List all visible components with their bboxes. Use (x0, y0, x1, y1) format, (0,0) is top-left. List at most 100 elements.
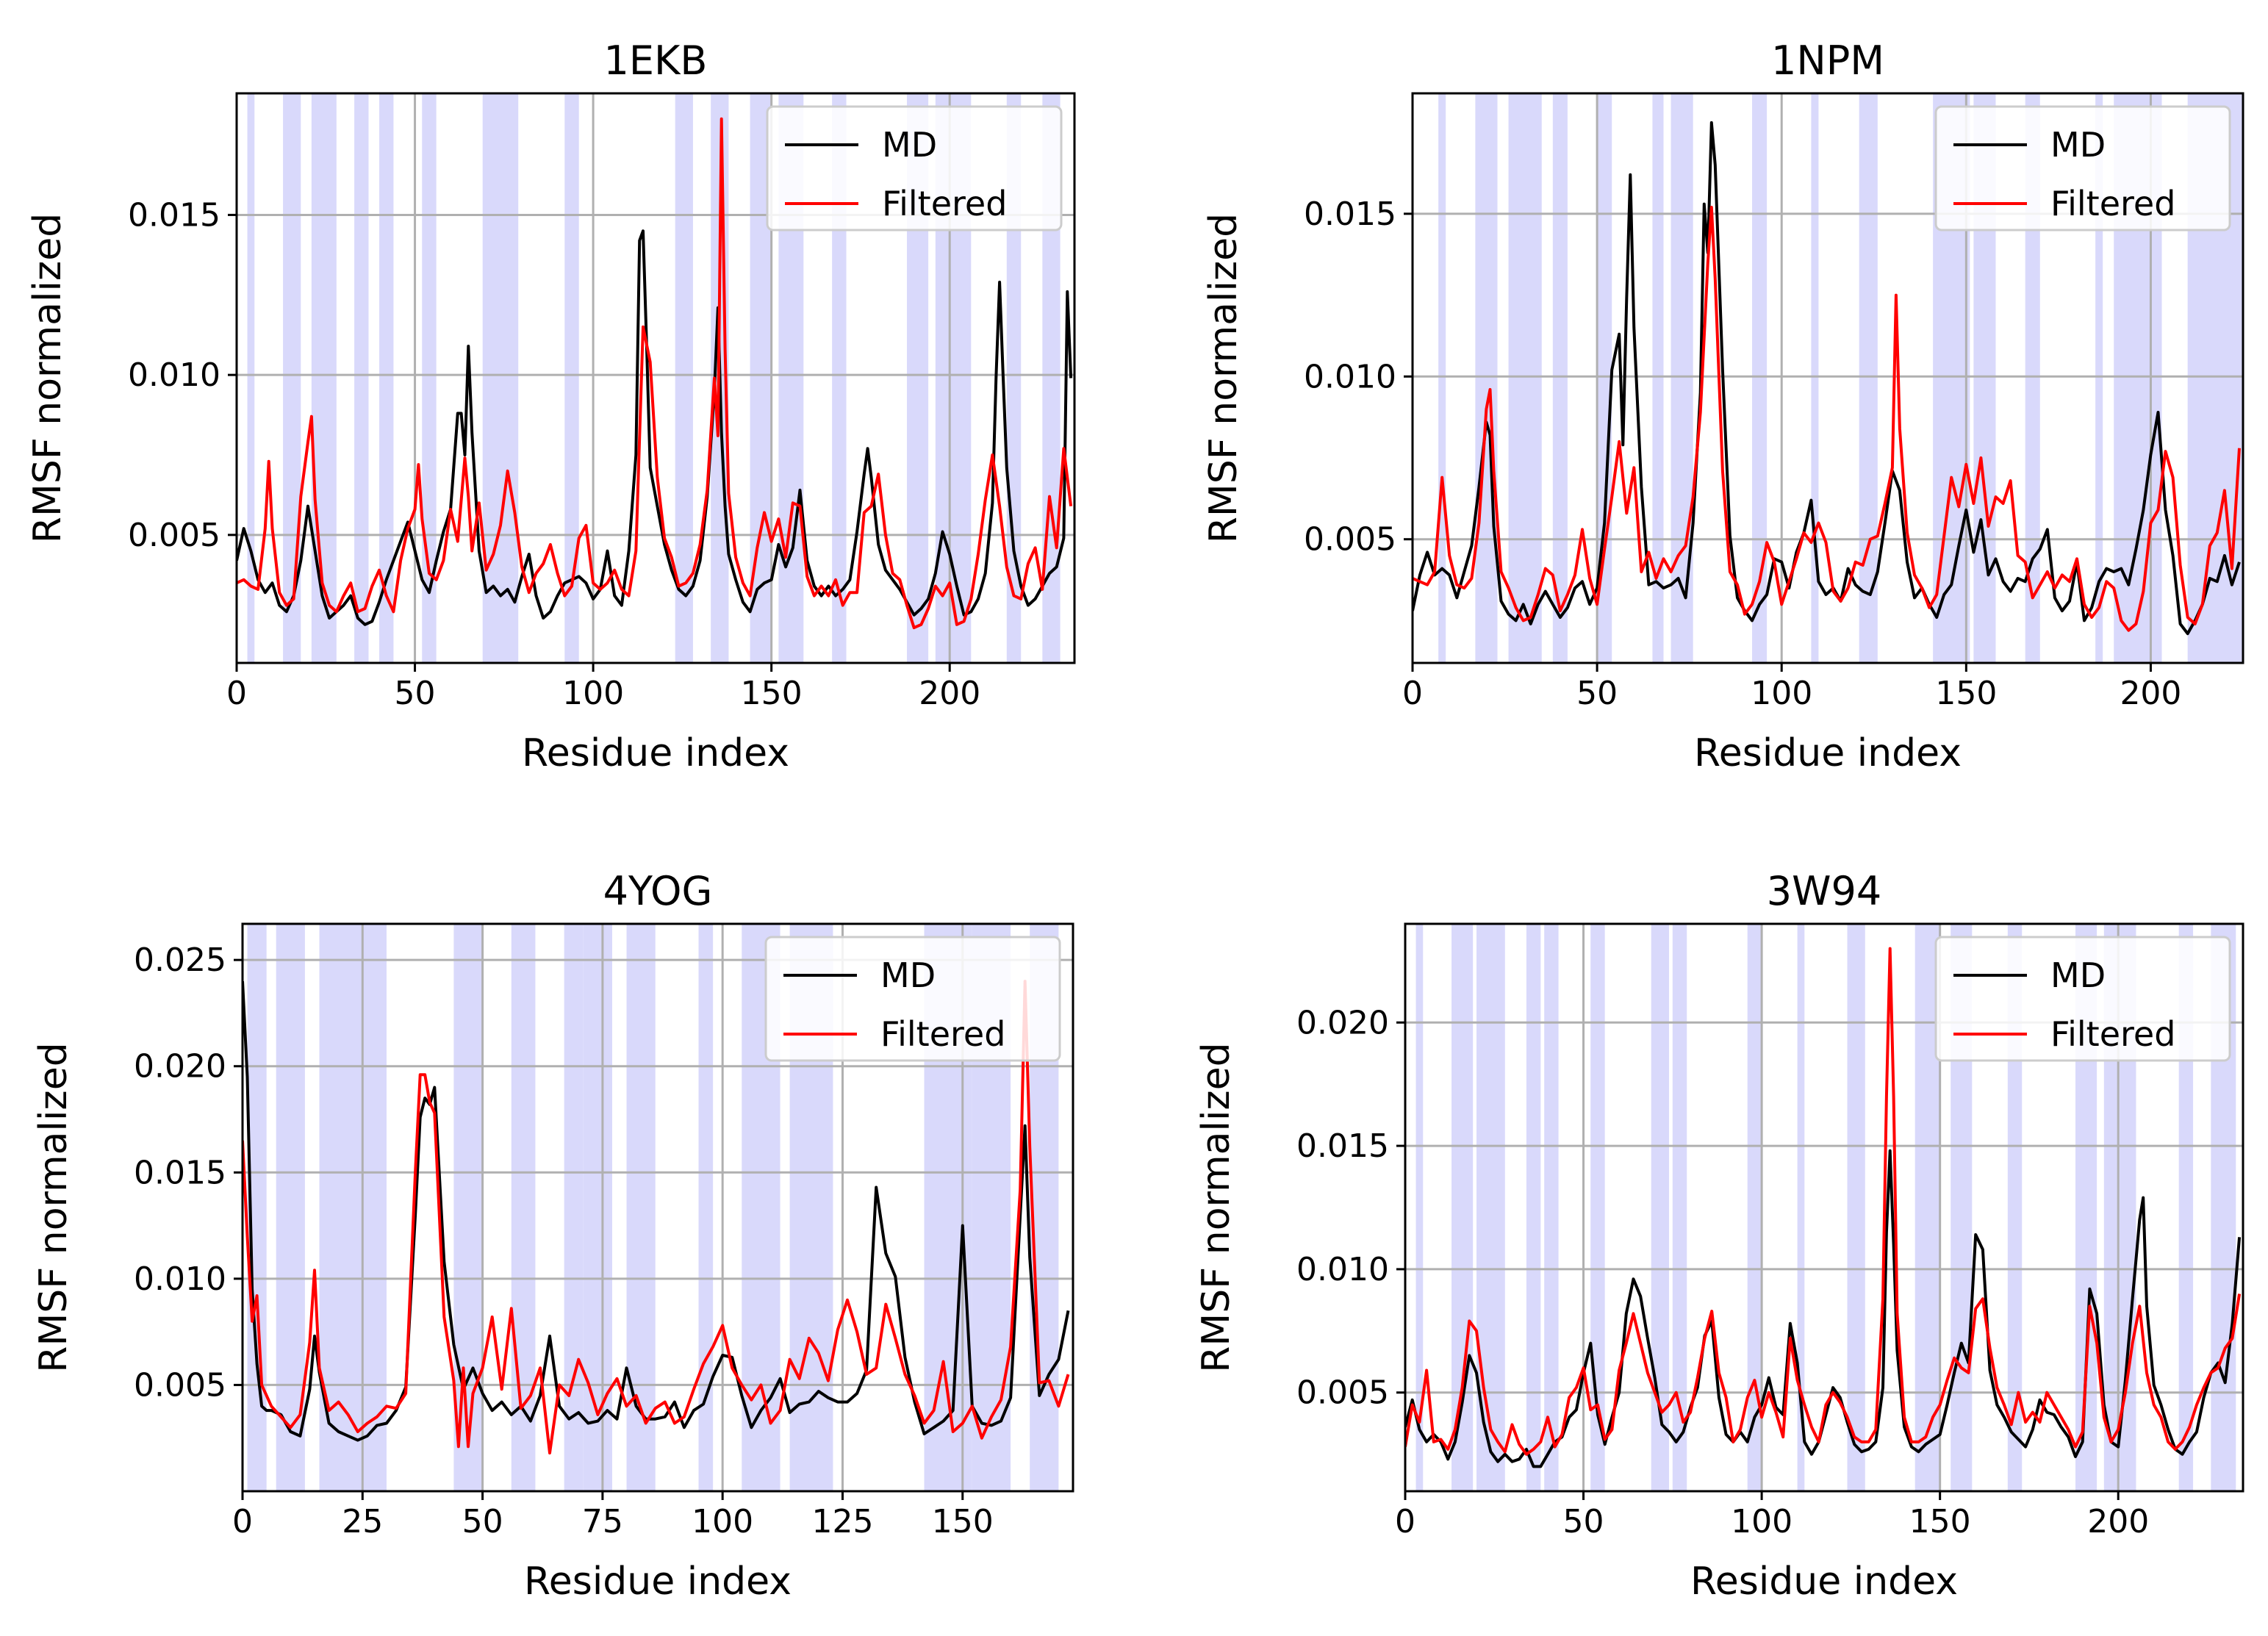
shaded-band (1415, 924, 1424, 1491)
shaded-band (1475, 93, 1498, 663)
shaded-band (354, 93, 369, 663)
legend-label-md: MD (880, 955, 936, 995)
y-tick-label: 0.005 (134, 1366, 226, 1404)
y-axis-label: RMSF normalized (32, 1042, 76, 1372)
legend-box (766, 105, 1063, 232)
axes-frame (241, 922, 1074, 1493)
x-tick-label: 200 (919, 675, 980, 712)
series-line-filtered (1405, 947, 2242, 1456)
shaded-band (564, 93, 579, 663)
shaded-band (1438, 93, 1446, 663)
series-line-filtered (1413, 206, 2241, 632)
legend-label-md: MD (882, 125, 937, 165)
shaded-band (1672, 924, 1687, 1491)
panel-1npm: 0 50 100 150 200 0.005 0.010 0.015 1NPM Residue i… (1202, 37, 2244, 775)
y-tick-label: 0.010 (128, 356, 220, 394)
shaded-band (1652, 93, 1664, 663)
y-tick-label: 0.005 (1296, 1374, 1389, 1412)
x-tick-label: 0 (226, 675, 247, 712)
y-tick-label: 0.010 (134, 1260, 226, 1298)
x-tick-label: 0 (232, 1503, 253, 1540)
chart-title: 4YOG (603, 868, 713, 914)
shaded-band (626, 924, 656, 1491)
legend-box (1934, 936, 2231, 1062)
legend: MD Filtered (1934, 105, 2231, 232)
shaded-band (1526, 924, 1541, 1491)
x-axis-label: Residue index (1690, 1560, 1958, 1604)
shaded-band (1747, 924, 1762, 1491)
shaded-band (276, 924, 305, 1491)
legend-label-filtered: Filtered (880, 1014, 1005, 1054)
x-axis-label: Residue index (522, 731, 789, 775)
panel-4yog: 0 25 50 75 100 125 150 0.005 0.010 0.015 0.020 0.02… (32, 868, 1074, 1604)
y-tick-label: 0.010 (1304, 358, 1396, 395)
chart-title: 3W94 (1767, 868, 1881, 914)
series-line-md (237, 229, 1073, 626)
x-tick-label: 50 (462, 1503, 503, 1540)
legend: MD Filtered (766, 105, 1063, 232)
y-axis-label: RMSF normalized (1202, 213, 1246, 543)
legend-label-md: MD (2050, 955, 2106, 995)
series-line-filtered (243, 980, 1070, 1454)
shaded-band (362, 924, 387, 1491)
y-tick-label: 0.015 (128, 196, 220, 234)
shaded-band (2095, 93, 2103, 663)
shaded-band (2025, 93, 2040, 663)
x-tick-label: 100 (562, 675, 624, 712)
x-tick-label: 150 (1909, 1503, 1971, 1540)
x-tick-label: 100 (692, 1503, 753, 1540)
x-tick-label: 50 (1576, 675, 1618, 712)
plot-area (237, 93, 1074, 663)
legend-label-md: MD (2050, 125, 2106, 165)
legend-label-filtered: Filtered (2050, 184, 2175, 223)
shaded-band (2007, 924, 2023, 1491)
shaded-band (1859, 93, 1878, 663)
y-axis-label: RMSF normalized (1194, 1042, 1238, 1372)
axes-frame (235, 92, 1076, 664)
x-tick-label: 0 (1402, 675, 1423, 712)
shaded-band (422, 93, 437, 663)
panel-1ekb: 0 50 100 150 200 0.005 0.010 0.015 1EKB Residue i… (26, 37, 1076, 775)
x-tick-label: 150 (741, 675, 803, 712)
shaded-band (311, 93, 337, 663)
x-tick-label: 50 (395, 675, 436, 712)
y-tick-label: 0.015 (1304, 195, 1396, 233)
y-tick-label: 0.020 (1296, 1004, 1389, 1041)
x-tick-label: 100 (1731, 1503, 1792, 1540)
shaded-band (564, 924, 584, 1491)
legend-box (1934, 105, 2231, 232)
axes-frame (1411, 92, 2244, 664)
x-tick-label: 200 (2120, 675, 2181, 712)
axes-frame (1404, 922, 2244, 1493)
y-tick-label: 0.005 (128, 517, 220, 554)
y-tick-label: 0.015 (1296, 1127, 1389, 1165)
legend-label-filtered: Filtered (2050, 1014, 2175, 1054)
shaded-band (832, 93, 847, 663)
shaded-band (482, 93, 519, 663)
shaded-band (1552, 93, 1568, 663)
x-tick-label: 150 (932, 1503, 994, 1540)
y-axis-label: RMSF normalized (26, 213, 70, 543)
shaded-band (379, 93, 394, 663)
shaded-band (1544, 924, 1559, 1491)
x-tick-label: 200 (2087, 1503, 2149, 1540)
x-tick-label: 75 (582, 1503, 623, 1540)
y-tick-label: 0.020 (134, 1048, 226, 1086)
shaded-band (1590, 924, 1605, 1491)
x-tick-label: 50 (1563, 1503, 1604, 1540)
y-tick-label: 0.025 (134, 941, 226, 979)
shaded-band (1811, 93, 1819, 663)
shaded-band (1797, 924, 1805, 1491)
shaded-band (1847, 924, 1865, 1491)
shaded-band (453, 924, 483, 1491)
shaded-band (1752, 93, 1768, 663)
x-tick-label: 100 (1751, 675, 1812, 712)
x-axis-label: Residue index (524, 1560, 792, 1604)
shaded-band (675, 93, 693, 663)
legend: MD Filtered (764, 936, 1061, 1062)
panel-3w94: 0 50 100 150 200 0.005 0.010 0.015 0.020 3W94 Resi… (1194, 868, 2244, 1604)
shaded-band (1651, 924, 1669, 1491)
y-tick-label: 0.010 (1296, 1251, 1389, 1288)
chart-title: 1NPM (1771, 37, 1884, 84)
